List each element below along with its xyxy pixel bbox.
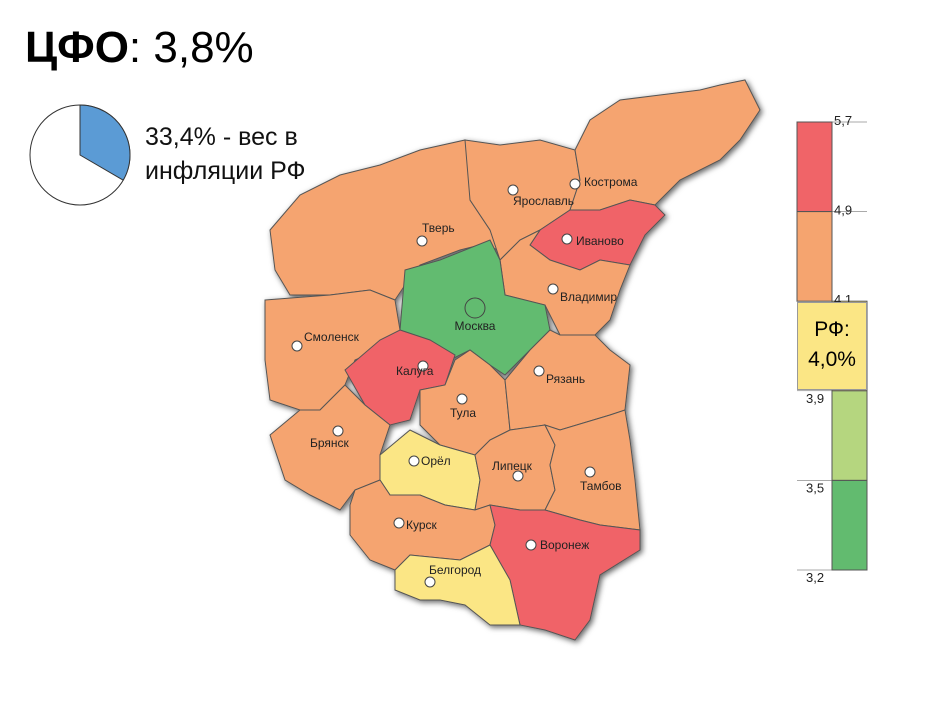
- city-dot: [547, 283, 559, 295]
- pie: [29, 104, 131, 206]
- title-value: : 3,8%: [129, 23, 254, 72]
- region-name: Тверь: [422, 221, 455, 235]
- city-dot: [393, 517, 405, 529]
- rf-label: РФ:: [814, 318, 850, 341]
- city-dot: [561, 233, 573, 245]
- rf-box: РФ: 4,0%: [797, 302, 867, 390]
- region-name: Тамбов: [580, 479, 622, 493]
- region-name: Иваново: [576, 234, 624, 248]
- city-dot: [416, 235, 428, 247]
- legend-tick-label: 3,5: [806, 480, 824, 495]
- region-name: Брянск: [310, 436, 350, 450]
- legend-band: [831, 479, 868, 571]
- city-dot: [464, 297, 486, 319]
- region-name: Калуга: [396, 364, 434, 378]
- city-dot: [533, 365, 545, 377]
- legend-band: [796, 121, 833, 213]
- share-caption: 33,4% - вес в инфляции РФ: [145, 123, 306, 185]
- region-name: Москва: [455, 319, 496, 333]
- region-name: Рязань: [546, 372, 585, 386]
- region-name: Липецк: [492, 459, 533, 473]
- city-dot: [424, 576, 436, 588]
- region-name: Курск: [406, 518, 438, 532]
- region: [499, 228, 631, 336]
- legend-tick-label: 3,9: [806, 391, 824, 406]
- rf-value: 4,0%: [808, 348, 856, 371]
- region-name: Ярославль: [513, 194, 574, 208]
- pie-slice: [79, 104, 131, 181]
- city-dot: [332, 425, 344, 437]
- title: ЦФО: 3,8%: [25, 23, 254, 72]
- legend-tick-label: 4,9: [834, 203, 852, 218]
- city-dot: [512, 470, 524, 482]
- region-name: Орёл: [421, 454, 451, 468]
- region: [569, 79, 761, 211]
- labels: Тверь Ярославль Кострома Иваново Владимир Мос…: [291, 175, 638, 588]
- city-dot: [417, 360, 429, 372]
- region-name: Воронеж: [540, 538, 589, 552]
- region-name: Смоленск: [304, 330, 360, 344]
- legend-tick-label: 3,2: [806, 570, 824, 585]
- region-name: Тула: [450, 406, 476, 420]
- city-dot: [569, 178, 581, 190]
- city-dot: [291, 340, 303, 352]
- city-dot: [507, 184, 519, 196]
- region: [264, 289, 401, 411]
- region-name: Владимир: [560, 290, 617, 304]
- city-dot: [408, 455, 420, 467]
- city-dot: [525, 539, 537, 551]
- region-name: Кострома: [584, 175, 638, 189]
- region-name: Белгород: [429, 563, 481, 577]
- city-dot: [584, 466, 596, 478]
- title-region: ЦФО: [25, 23, 129, 72]
- city-dot: [456, 393, 468, 405]
- legend-band: [831, 390, 868, 481]
- legend-tick-label: 5,7: [834, 113, 852, 128]
- legend-band: [796, 211, 833, 302]
- region: [394, 544, 521, 626]
